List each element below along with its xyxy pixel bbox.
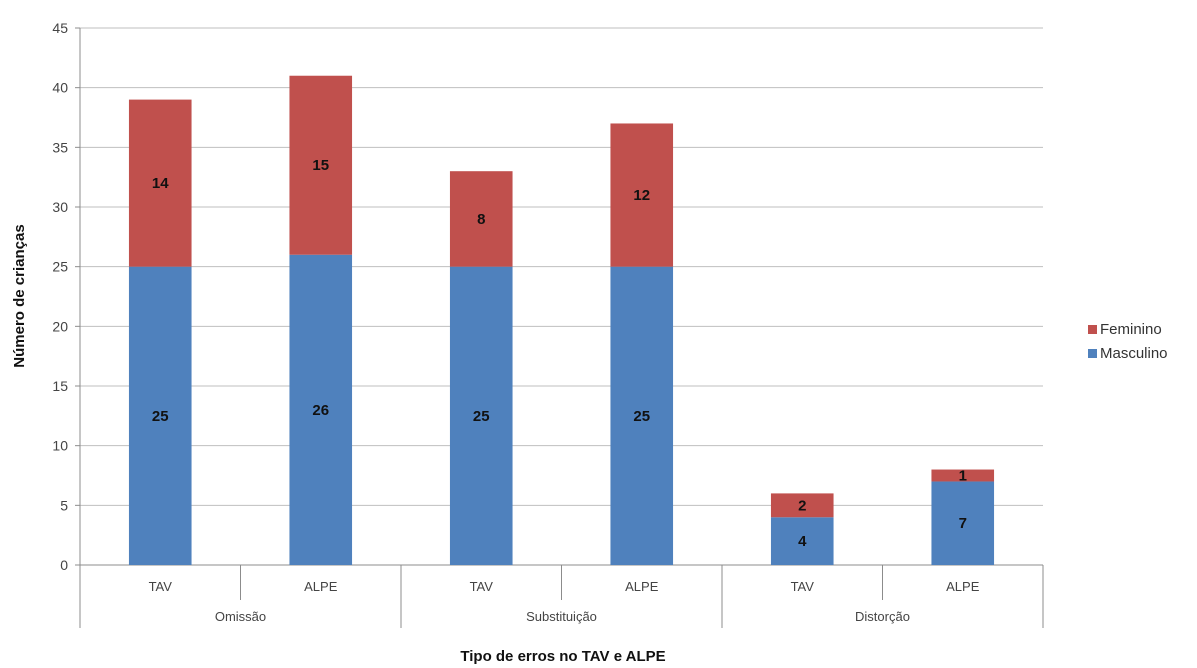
legend: Feminino Masculino <box>1088 321 1168 362</box>
y-tick-label: 45 <box>52 20 68 36</box>
legend-swatch-masculino <box>1088 349 1097 358</box>
y-tick-label: 30 <box>52 199 68 215</box>
y-tick-label: 15 <box>52 378 68 394</box>
y-tick-label: 5 <box>60 497 68 513</box>
bar-segment-feminino <box>610 123 674 267</box>
bar-segment-feminino <box>128 99 192 267</box>
x-tick-label: ALPE <box>625 579 659 594</box>
data-label: 26 <box>312 402 329 419</box>
x-tick-label: TAV <box>470 579 494 594</box>
data-label: 8 <box>477 211 485 228</box>
y-tick-label: 25 <box>52 259 68 275</box>
bar-segment-feminino <box>449 171 513 267</box>
y-tick-label: 20 <box>52 318 68 334</box>
x-tick-label: ALPE <box>946 579 980 594</box>
x-group-label: Substituição <box>526 609 597 624</box>
bar-segment-masculino <box>128 266 192 565</box>
data-label: 25 <box>473 408 490 425</box>
x-tick-label: ALPE <box>304 579 338 594</box>
data-label: 12 <box>633 187 650 204</box>
y-tick-label: 40 <box>52 80 68 96</box>
legend-swatch-feminino <box>1088 325 1097 334</box>
legend-label: Feminino <box>1100 321 1162 338</box>
legend-label: Masculino <box>1100 345 1168 362</box>
gridlines <box>80 27 1043 506</box>
x-tick-label: TAV <box>791 579 815 594</box>
data-label: 25 <box>152 408 169 425</box>
x-tick-label: TAV <box>149 579 173 594</box>
x-group-label: Omissão <box>215 609 266 624</box>
data-label: 25 <box>633 408 650 425</box>
data-labels: 25 14 26 15 25 8 25 12 4 2 7 1 <box>152 157 967 550</box>
bar-segment-masculino <box>449 266 513 565</box>
bar-segment-masculino <box>931 481 995 565</box>
data-label: 4 <box>798 533 807 550</box>
bar-segment-masculino <box>610 266 674 565</box>
data-label: 1 <box>959 468 967 485</box>
y-tick-label: 35 <box>52 139 68 155</box>
bar-segment-feminino <box>770 493 834 518</box>
axes: 0 5 10 15 20 25 30 35 40 45 TAV ALPE TAV ALPE TAV ALPE O… <box>52 20 1044 628</box>
x-axis-title: Tipo de erros no TAV e ALPE <box>460 648 665 665</box>
bars <box>128 75 995 565</box>
data-label: 15 <box>312 157 329 174</box>
y-tick-label: 10 <box>52 438 68 454</box>
bar-segment-feminino <box>931 469 995 482</box>
bar-segment-feminino <box>289 75 353 255</box>
data-label: 2 <box>798 497 806 514</box>
data-label: 14 <box>152 175 169 192</box>
y-axis-title: Número de crianças <box>11 224 28 367</box>
bar-segment-masculino <box>289 254 353 565</box>
y-tick-label: 0 <box>60 557 68 573</box>
data-label: 7 <box>959 515 967 532</box>
x-group-label: Distorção <box>855 609 910 624</box>
bar-segment-masculino <box>770 517 834 565</box>
